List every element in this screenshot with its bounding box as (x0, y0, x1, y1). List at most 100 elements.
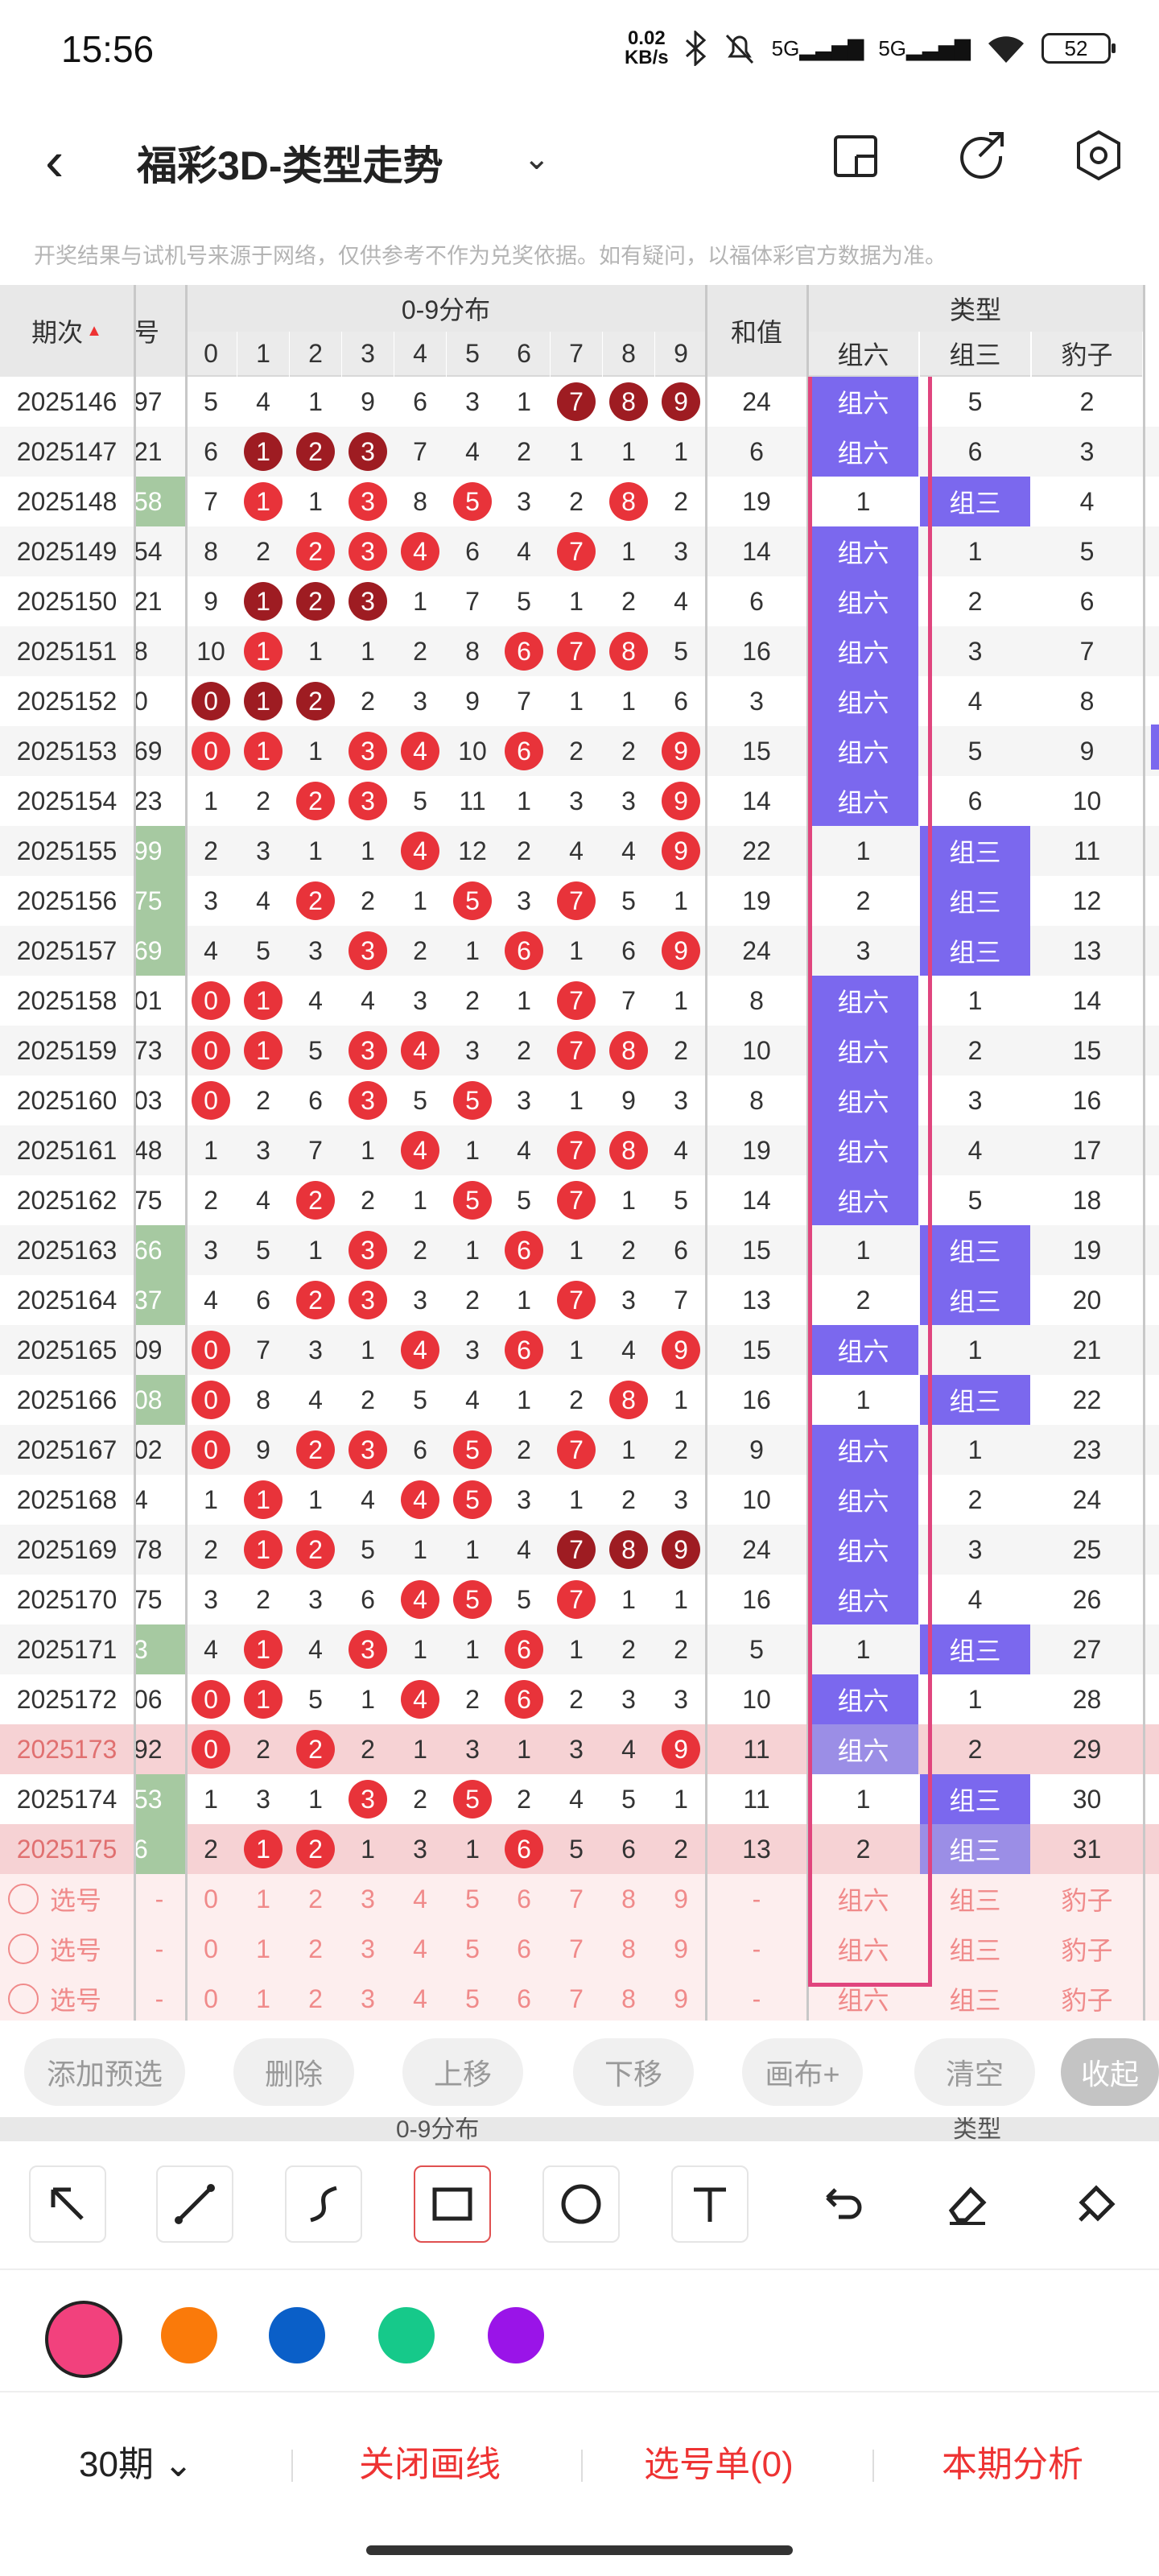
scroll-indicator[interactable] (1151, 724, 1159, 770)
table-row[interactable]: 1 2 2 3 5 11 1 3 3 9 2025154 23 14 组六 6 10 (0, 776, 1159, 826)
table-row[interactable]: 8 2 2 3 4 6 4 7 1 3 2025149 54 14 组六 1 5 (0, 526, 1159, 576)
table-row[interactable]: 0 9 2 3 6 5 2 7 1 2 2025167 02 9 组六 1 23 (0, 1425, 1159, 1475)
table-row[interactable]: 0 1 5 3 4 3 2 7 8 2 2025159 73 10 组六 2 15 (0, 1026, 1159, 1075)
circle-tool-icon[interactable] (542, 2165, 620, 2243)
pick-type[interactable]: 组三 (949, 1986, 1001, 2015)
pick-type[interactable]: 组六 (837, 1986, 889, 2015)
back-button[interactable]: ‹ (45, 130, 64, 192)
pick-list-button[interactable]: 选号单(0) (644, 2445, 794, 2484)
color-swatch[interactable] (269, 2307, 325, 2363)
pick-digit[interactable]: 8 (621, 1984, 636, 2013)
color-swatch[interactable] (488, 2307, 544, 2363)
color-swatch[interactable] (45, 2301, 122, 2378)
pick-digit[interactable]: 2 (308, 1934, 323, 1963)
table-row[interactable]: 1 3 7 1 4 1 4 7 8 4 2025161 48 19 组六 4 17 (0, 1125, 1159, 1175)
table-row[interactable]: 3 5 1 3 2 1 6 1 2 6 2025163 66 15 1 组三 19 (0, 1225, 1159, 1275)
pick-digit[interactable]: 3 (361, 1884, 375, 1913)
pick-digit[interactable]: 3 (361, 1984, 375, 2013)
table-row[interactable]: 2 1 2 5 1 1 4 7 8 9 2025169 78 24 组六 3 25 (0, 1525, 1159, 1575)
close-drawing-button[interactable]: 关闭画线 (359, 2445, 501, 2484)
pick-type[interactable]: 豹子 (1061, 1886, 1113, 1915)
line-tool-icon[interactable] (156, 2165, 233, 2243)
action-button[interactable]: 清空 (914, 2038, 1035, 2106)
settings-icon[interactable] (1070, 127, 1127, 184)
table-row[interactable]: 0 1 1 3 4 10 6 2 2 9 2025153 69 15 组六 5 9 (0, 726, 1159, 776)
pick-digit[interactable]: 8 (621, 1884, 636, 1913)
pick-digit[interactable]: 5 (465, 1884, 480, 1913)
table-row[interactable]: 0 1 4 4 3 2 1 7 7 1 2025158 01 8 组六 1 14 (0, 976, 1159, 1026)
table-row[interactable]: 4 6 2 3 3 2 1 7 3 7 2025164 37 13 2 组三 20 (0, 1275, 1159, 1325)
eraser-icon[interactable] (929, 2165, 1006, 2243)
pick-digit[interactable]: 2 (308, 1884, 323, 1913)
period-header[interactable]: 期次 ▲ (0, 285, 134, 377)
table-row[interactable]: 4 1 4 3 1 1 6 1 2 2 2025171 3 5 1 组三 27 (0, 1624, 1159, 1674)
pick-radio[interactable]: 选号 (8, 1974, 134, 2021)
table-row[interactable]: 6 1 2 3 7 4 2 1 1 1 2025147 21 6 组六 6 3 (0, 427, 1159, 477)
pick-radio[interactable]: 选号 (8, 1874, 134, 1924)
arrow-tool-icon[interactable] (29, 2165, 106, 2243)
home-indicator[interactable] (366, 2545, 793, 2555)
color-swatch[interactable] (161, 2307, 217, 2363)
undo-icon[interactable] (800, 2165, 877, 2243)
rectangle-tool-icon[interactable] (414, 2165, 491, 2243)
pick-type[interactable]: 组三 (949, 1886, 1001, 1915)
period-count-select[interactable]: 30期 ⌄ (79, 2445, 194, 2484)
color-swatch[interactable] (378, 2307, 435, 2363)
pick-type[interactable]: 豹子 (1061, 1986, 1113, 2015)
text-tool-icon[interactable] (671, 2165, 749, 2243)
pick-type[interactable]: 豹子 (1061, 1936, 1113, 1965)
table-row[interactable]: 2 1 2 1 3 1 6 5 6 2 2025175 6 13 2 组三 31 (0, 1824, 1159, 1874)
pick-digit[interactable]: 0 (204, 1984, 218, 2013)
pick-digit[interactable]: 9 (674, 1984, 688, 2013)
curve-tool-icon[interactable] (285, 2165, 362, 2243)
pick-digit[interactable]: 5 (465, 1984, 480, 2013)
action-button[interactable]: 上移 (402, 2038, 523, 2106)
pick-digit[interactable]: 3 (361, 1934, 375, 1963)
table-row[interactable]: 2 4 2 2 1 5 5 7 1 5 2025162 75 14 组六 5 18 (0, 1175, 1159, 1225)
table-row[interactable]: 5 4 1 9 6 3 1 7 8 9 2025146 97 24 组六 5 2 (0, 377, 1159, 427)
pick-digit[interactable]: 6 (517, 1934, 531, 1963)
pick-type[interactable]: 组六 (837, 1886, 889, 1915)
table-row[interactable]: 0 2 6 3 5 5 3 1 9 3 2025160 03 8 组六 3 16 (0, 1075, 1159, 1125)
share-icon[interactable] (954, 127, 1010, 184)
pick-digit[interactable]: 7 (569, 1934, 584, 1963)
pick-radio[interactable]: 选号 (8, 1924, 134, 1974)
action-button[interactable]: 收起 (1061, 2038, 1159, 2106)
pick-digit[interactable]: 6 (517, 1884, 531, 1913)
table-row[interactable]: 4 5 3 3 2 1 6 1 6 9 2025157 69 24 3 组三 13 (0, 926, 1159, 976)
period-analysis-button[interactable]: 本期分析 (942, 2445, 1083, 2484)
action-button[interactable]: 画布+ (742, 2038, 863, 2106)
table-row[interactable]: 2 3 1 1 4 12 2 4 4 9 2025155 99 22 1 组三 11 (0, 826, 1159, 876)
table-row[interactable]: 9 1 2 3 1 7 5 1 2 4 2025150 21 6 组六 2 6 (0, 576, 1159, 626)
pick-digit[interactable]: 1 (256, 1884, 270, 1913)
clear-brush-icon[interactable] (1058, 2165, 1135, 2243)
table-row[interactable]: 1 3 1 3 2 5 2 4 5 1 2025174 53 11 1 组三 30 (0, 1774, 1159, 1824)
phone-layout-icon[interactable] (829, 127, 885, 184)
pick-digit[interactable]: 4 (413, 1934, 427, 1963)
table-row[interactable]: 3 2 3 6 4 5 5 7 1 1 2025170 75 16 组六 4 26 (0, 1575, 1159, 1624)
table-row[interactable]: 7 1 1 3 8 5 3 2 8 2 2025148 58 19 1 组三 4 (0, 477, 1159, 526)
table-row[interactable]: 0 1 2 2 3 9 7 1 1 6 2025152 0 3 组六 4 8 (0, 676, 1159, 726)
pick-digit[interactable]: 9 (674, 1884, 688, 1913)
pick-row[interactable]: 选号 -0 1 2 3 4 5 6 7 8 9- 组六 组三 豹子 (0, 1874, 1159, 1924)
action-button[interactable]: 添加预选 (24, 2038, 185, 2106)
pick-digit[interactable]: 6 (517, 1984, 531, 2013)
table-row[interactable]: 0 1 5 1 4 2 6 2 3 3 2025172 06 10 组六 1 28 (0, 1674, 1159, 1724)
pick-digit[interactable]: 2 (308, 1984, 323, 2013)
pick-type[interactable]: 组六 (837, 1936, 889, 1965)
pick-digit[interactable]: 8 (621, 1934, 636, 1963)
pick-digit[interactable]: 7 (569, 1884, 584, 1913)
pick-type[interactable]: 组三 (949, 1936, 1001, 1965)
pick-digit[interactable]: 0 (204, 1884, 218, 1913)
pick-digit[interactable]: 1 (256, 1934, 270, 1963)
action-button[interactable]: 下移 (573, 2038, 694, 2106)
table-row[interactable]: 0 7 3 1 4 3 6 1 4 9 2025165 09 15 组六 1 21 (0, 1325, 1159, 1375)
pick-row[interactable]: 选号 -0 1 2 3 4 5 6 7 8 9- 组六 组三 豹子 (0, 1924, 1159, 1974)
chevron-down-icon[interactable]: ⌄ (523, 141, 551, 176)
action-button[interactable]: 删除 (233, 2038, 354, 2106)
pick-digit[interactable]: 1 (256, 1984, 270, 2013)
table-row[interactable]: 0 8 4 2 5 4 1 2 8 1 2025166 08 16 1 组三 22 (0, 1375, 1159, 1425)
pick-digit[interactable]: 9 (674, 1934, 688, 1963)
table-row[interactable]: 3 4 2 2 1 5 3 7 5 1 2025156 75 19 2 组三 12 (0, 876, 1159, 926)
pick-digit[interactable]: 0 (204, 1934, 218, 1963)
